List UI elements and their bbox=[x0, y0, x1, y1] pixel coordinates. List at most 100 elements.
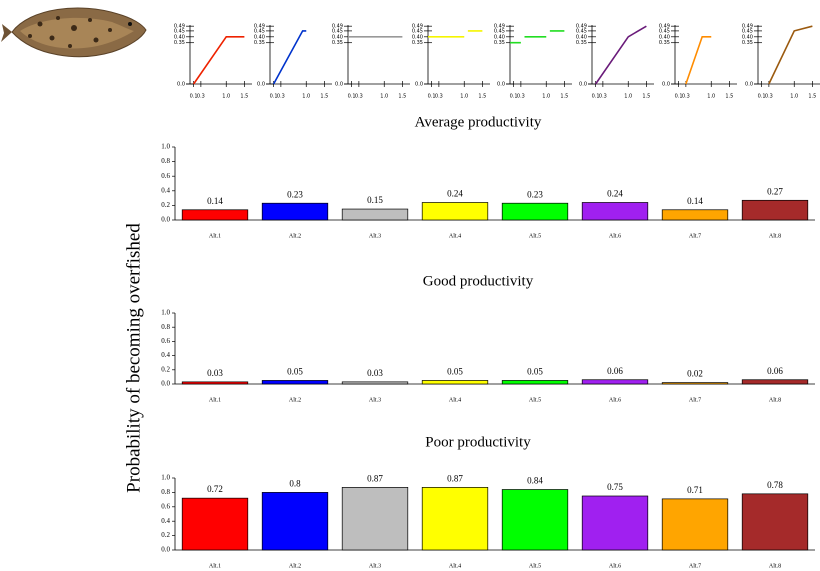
x-tick-label: Alt.2 bbox=[289, 397, 301, 403]
y-tick-label: 0.0 bbox=[161, 546, 170, 554]
y-tick-label: 0.49 bbox=[254, 24, 265, 30]
value-label: 0.24 bbox=[447, 189, 463, 199]
rule-line bbox=[274, 31, 307, 84]
y-tick-label: 0.40 bbox=[332, 34, 343, 40]
x-tick-label: 1.0 bbox=[380, 94, 388, 100]
bar bbox=[262, 203, 328, 220]
x-tick-label: Alt.1 bbox=[209, 397, 221, 403]
y-tick-label: 0.0 bbox=[579, 82, 587, 88]
bar bbox=[342, 209, 408, 220]
rule-line bbox=[428, 31, 482, 37]
value-label: 0.05 bbox=[447, 367, 463, 377]
bar bbox=[262, 492, 328, 550]
y-tick-label: 0.49 bbox=[659, 24, 670, 30]
bar bbox=[182, 498, 248, 550]
bar bbox=[182, 210, 248, 220]
y-tick-label: 0.40 bbox=[494, 34, 505, 40]
x-tick-label: Alt.7 bbox=[689, 563, 701, 569]
x-tick-label: 0.3 bbox=[277, 94, 285, 100]
y-tick-label: 0.4 bbox=[161, 186, 170, 194]
chart-title: Average productivity bbox=[415, 114, 542, 130]
x-tick-label: Alt.3 bbox=[369, 397, 381, 403]
y-tick-label: 0.49 bbox=[576, 24, 587, 30]
y-tick-label: 0.2 bbox=[161, 365, 170, 373]
x-tick-label: Alt.7 bbox=[689, 233, 701, 239]
x-tick-label: Alt.3 bbox=[369, 563, 381, 569]
y-tick-label: 0.0 bbox=[177, 82, 185, 88]
y-tick-label: 0.2 bbox=[161, 531, 170, 539]
bar bbox=[582, 496, 648, 550]
y-tick-label: 1.0 bbox=[161, 309, 170, 317]
bar bbox=[342, 382, 408, 384]
y-tick-label: 0.8 bbox=[161, 488, 170, 496]
y-tick-label: 0.0 bbox=[161, 380, 170, 388]
y-tick-label: 0.49 bbox=[332, 24, 343, 30]
x-tick-label: 1.0 bbox=[707, 94, 715, 100]
value-label: 0.87 bbox=[367, 473, 383, 483]
x-tick-label: 0.3 bbox=[197, 94, 205, 100]
y-tick-label: 0.0 bbox=[161, 216, 170, 224]
y-tick-label: 0.2 bbox=[161, 201, 170, 209]
value-label: 0.06 bbox=[607, 366, 623, 376]
x-tick-label: 0.3 bbox=[765, 94, 773, 100]
y-tick-label: 0.6 bbox=[161, 337, 170, 345]
x-tick-label: 1.5 bbox=[808, 94, 816, 100]
x-tick-label: 1.5 bbox=[320, 94, 328, 100]
y-tick-label: 1.0 bbox=[161, 143, 170, 151]
y-tick-label: 0.35 bbox=[494, 40, 505, 46]
x-tick-label: 0.3 bbox=[682, 94, 690, 100]
x-tick-label: Alt.5 bbox=[529, 397, 541, 403]
x-tick-label: Alt.2 bbox=[289, 233, 301, 239]
value-label: 0.78 bbox=[767, 480, 783, 490]
y-tick-label: 0.35 bbox=[659, 40, 670, 46]
bar bbox=[502, 203, 568, 220]
bar bbox=[582, 380, 648, 384]
x-tick-label: 1.0 bbox=[222, 94, 230, 100]
x-tick-label: Alt.8 bbox=[769, 233, 781, 239]
y-tick-label: 0.40 bbox=[254, 34, 265, 40]
y-tick-label: 0.49 bbox=[412, 24, 423, 30]
bar bbox=[742, 200, 808, 220]
x-tick-label: Alt.4 bbox=[449, 397, 461, 403]
x-tick-label: Alt.3 bbox=[369, 233, 381, 239]
value-label: 0.87 bbox=[447, 473, 463, 483]
bar bbox=[662, 383, 728, 384]
value-label: 0.23 bbox=[287, 189, 303, 199]
bar bbox=[582, 202, 648, 220]
x-tick-label: 1.5 bbox=[642, 94, 650, 100]
y-tick-label: 0.0 bbox=[257, 82, 265, 88]
y-tick-label: 0.0 bbox=[745, 82, 753, 88]
y-tick-label: 0.4 bbox=[161, 517, 170, 525]
x-tick-label: 1.0 bbox=[624, 94, 632, 100]
x-tick-label: 1.5 bbox=[478, 94, 486, 100]
y-tick-label: 0.0 bbox=[497, 82, 505, 88]
y-tick-label: 0.35 bbox=[254, 40, 265, 46]
value-label: 0.02 bbox=[687, 369, 703, 379]
y-tick-label: 0.49 bbox=[494, 24, 505, 30]
y-tick-label: 0.35 bbox=[412, 40, 423, 46]
rule-line bbox=[596, 26, 647, 84]
y-axis-label: Probability of becoming overfished bbox=[123, 223, 144, 493]
value-label: 0.03 bbox=[207, 368, 223, 378]
fish-eye bbox=[128, 22, 132, 26]
fish-tail bbox=[1, 24, 12, 42]
rule-line bbox=[510, 31, 564, 43]
bar bbox=[422, 487, 488, 550]
rule-line bbox=[194, 37, 245, 84]
value-label: 0.23 bbox=[527, 189, 543, 199]
x-tick-label: 1.5 bbox=[398, 94, 406, 100]
chart-title: Good productivity bbox=[423, 273, 534, 289]
y-tick-label: 0.8 bbox=[161, 323, 170, 331]
value-label: 0.71 bbox=[687, 485, 703, 495]
bar bbox=[662, 210, 728, 220]
bar bbox=[502, 490, 568, 550]
value-label: 0.24 bbox=[607, 189, 623, 199]
x-tick-label: 0.3 bbox=[517, 94, 525, 100]
bar bbox=[422, 202, 488, 220]
y-tick-label: 0.0 bbox=[335, 82, 343, 88]
value-label: 0.03 bbox=[367, 368, 383, 378]
y-tick-label: 0.35 bbox=[576, 40, 587, 46]
bar bbox=[342, 487, 408, 550]
bar bbox=[422, 380, 488, 384]
y-tick-label: 0.6 bbox=[161, 502, 170, 510]
